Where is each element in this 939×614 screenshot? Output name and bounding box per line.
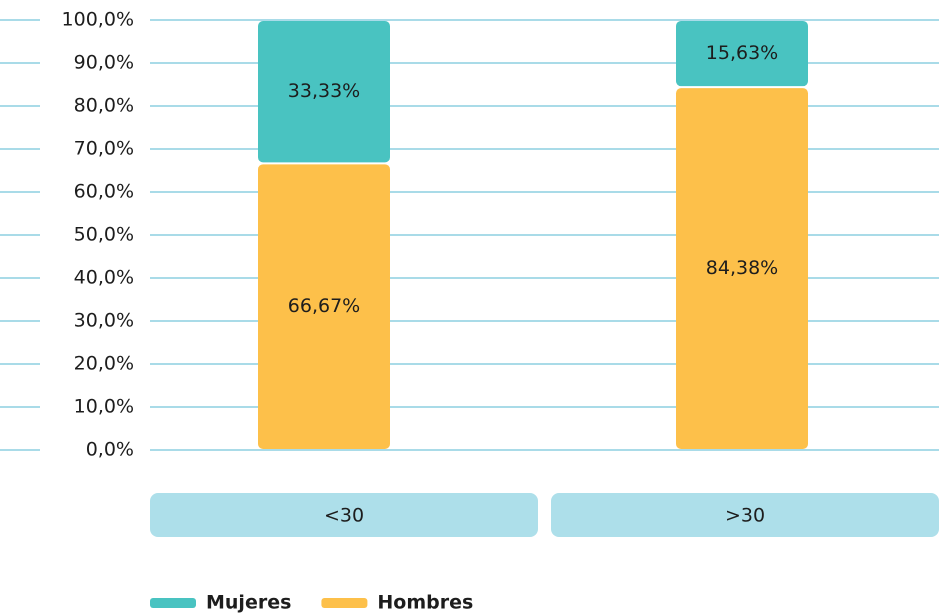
x-tick-label: <30 (324, 505, 364, 527)
bar-segment (676, 20, 808, 87)
bar-segment (258, 164, 390, 449)
y-tick-label: 10,0% (74, 396, 134, 418)
y-tick-label: 30,0% (74, 310, 134, 332)
legend-label: Mujeres (206, 592, 291, 614)
value-label: 15,63% (706, 42, 778, 64)
y-tick-label: 60,0% (74, 181, 134, 203)
y-tick-label: 40,0% (74, 267, 134, 289)
category-box (551, 493, 939, 537)
y-tick-label: 70,0% (74, 138, 134, 160)
value-label: 84,38% (706, 257, 778, 279)
legend-label: Hombres (377, 592, 473, 614)
y-tick-label: 50,0% (74, 224, 134, 246)
y-tick-label: 20,0% (74, 353, 134, 375)
bar-segment (676, 88, 808, 449)
y-tick-label: 0,0% (86, 439, 134, 461)
category-box (150, 493, 538, 537)
x-tick-label: >30 (725, 505, 765, 527)
value-label: 66,67% (288, 295, 360, 317)
legend-swatch (150, 598, 196, 608)
y-tick-label: 100,0% (62, 9, 134, 31)
y-tick-label: 90,0% (74, 52, 134, 74)
legend-swatch (321, 598, 368, 608)
bar-segment (258, 21, 390, 163)
y-tick-label: 80,0% (74, 95, 134, 117)
value-label: 33,33% (288, 80, 360, 102)
